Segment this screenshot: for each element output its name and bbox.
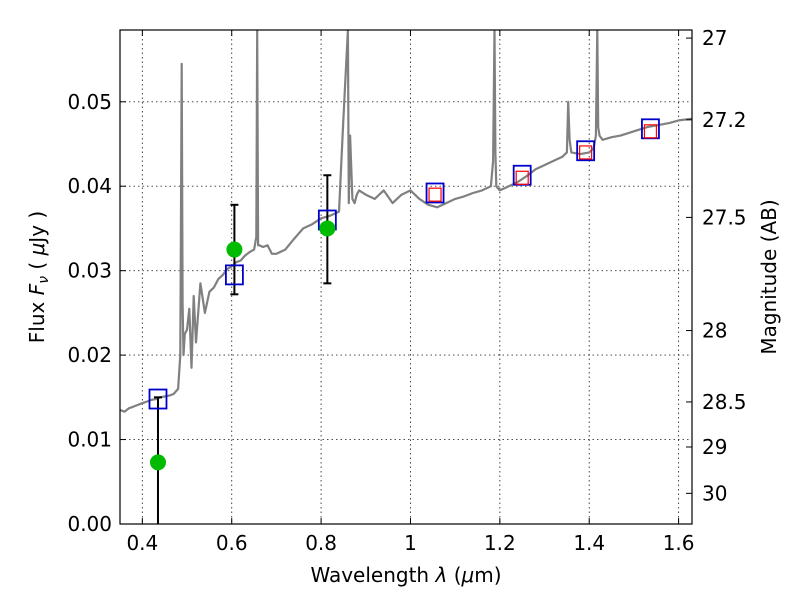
y-tick-label: 0.05 — [67, 90, 112, 114]
detection-point — [226, 241, 243, 258]
x-tick-label: 0.8 — [305, 531, 337, 555]
magnitude-tick-label: 27 — [702, 26, 727, 50]
plot-frame — [119, 29, 693, 525]
plot-area — [120, 30, 692, 413]
magnitude-tick-label: 29 — [702, 435, 727, 459]
observed-photometry-box — [579, 145, 593, 160]
magnitude-tick-label: 27.5 — [702, 205, 747, 229]
detection-point — [319, 220, 336, 237]
y-tick-label: 0.02 — [67, 343, 112, 367]
observed-photometry-box — [515, 170, 529, 185]
magnitude-axis-ticks: 27 27.2 27.5 28 28.5 29 30 — [686, 26, 747, 505]
x-tick-label: 0.6 — [216, 531, 248, 555]
magnitude-tick-label: 30 — [702, 481, 727, 505]
model-photometry-box — [224, 264, 244, 286]
x-tick-label: 1.6 — [663, 531, 695, 555]
x-tick-label: 1.4 — [573, 531, 605, 555]
x-tick-label: 1.2 — [484, 531, 516, 555]
x-tick-label: 1 — [404, 531, 417, 555]
magnitude-axis-title: Magnitude (AB) — [757, 199, 781, 354]
magnitude-tick-label: 28 — [702, 319, 727, 343]
y-axis-title: Flux Fν ( μJy ) — [25, 211, 52, 343]
y-tick-label: 0.01 — [67, 428, 112, 452]
detection-point — [149, 454, 166, 471]
x-axis-title: Wavelength λ (μm) — [310, 563, 501, 587]
model-photometry-box — [425, 182, 445, 204]
model-photometry-box — [576, 140, 596, 162]
x-axis-ticks: 0.4 0.6 0.8 1 1.2 1.4 1.6 — [126, 30, 695, 555]
y-tick-label: 0.03 — [67, 259, 112, 283]
model-photometry-box — [148, 388, 168, 410]
magnitude-tick-label: 28.5 — [702, 390, 747, 414]
y-tick-label: 0.00 — [67, 512, 112, 536]
magnitude-tick-label: 27.2 — [702, 108, 747, 132]
y-tick-label: 0.04 — [67, 174, 112, 198]
x-tick-label: 0.4 — [126, 531, 158, 555]
observed-photometry-box — [428, 187, 442, 202]
spectrum-line — [120, 30, 692, 413]
detection-markers — [149, 220, 336, 471]
y-axis-ticks: 0.00 0.01 0.02 0.03 0.04 0.05 — [67, 90, 126, 536]
observed-photometry-box — [643, 124, 658, 139]
observed-photometry-markers — [428, 124, 658, 202]
